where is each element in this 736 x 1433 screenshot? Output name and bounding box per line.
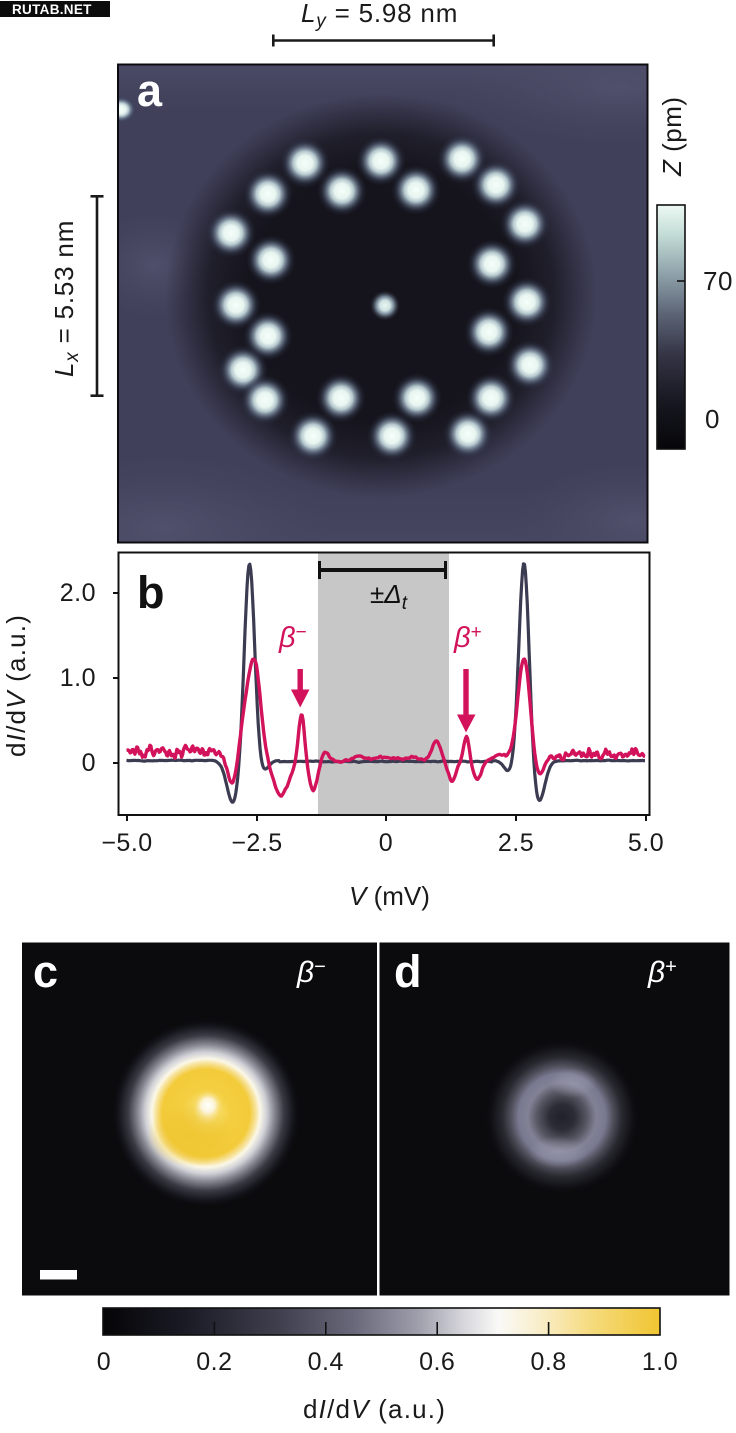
svg-text:0: 0 [82,749,96,777]
svg-text:5.0: 5.0 [628,829,664,857]
svg-text:1.0: 1.0 [60,664,96,692]
svg-text:0.8: 0.8 [530,1348,566,1376]
svg-text:d: d [394,946,422,997]
svg-text:0: 0 [705,404,719,434]
svg-text:dI/dV (a.u.): dI/dV (a.u.) [303,1394,446,1424]
svg-text:a: a [137,65,163,116]
svg-text:−5.0: −5.0 [101,829,152,857]
svg-text:RUTAB.NET: RUTAB.NET [12,2,92,17]
svg-text:2.0: 2.0 [60,579,96,607]
svg-text:Lx = 5.53 nm: Lx = 5.53 nm [49,220,83,377]
svg-text:0.4: 0.4 [308,1348,344,1376]
svg-text:Z (pm): Z (pm) [657,96,687,177]
svg-text:2.5: 2.5 [498,829,534,857]
svg-text:1.0: 1.0 [642,1348,678,1376]
svg-text:dI/dV (a.u.): dI/dV (a.u.) [1,614,31,757]
svg-text:Ly = 5.98 nm: Ly = 5.98 nm [301,0,458,32]
svg-text:70: 70 [703,266,733,296]
svg-text:−2.5: −2.5 [231,829,282,857]
svg-text:b: b [137,567,165,618]
svg-text:β−: β− [296,956,326,989]
svg-text:β+: β+ [453,622,482,654]
svg-text:0: 0 [379,829,393,857]
svg-text:0.6: 0.6 [419,1348,455,1376]
svg-text:0: 0 [97,1348,111,1376]
svg-text:c: c [33,946,58,997]
svg-text:0.2: 0.2 [196,1348,232,1376]
svg-text:β+: β+ [647,956,677,989]
svg-text:±Δt: ±Δt [370,579,408,614]
svg-text:β−: β− [278,622,307,654]
svg-text:V (mV): V (mV) [349,881,430,911]
